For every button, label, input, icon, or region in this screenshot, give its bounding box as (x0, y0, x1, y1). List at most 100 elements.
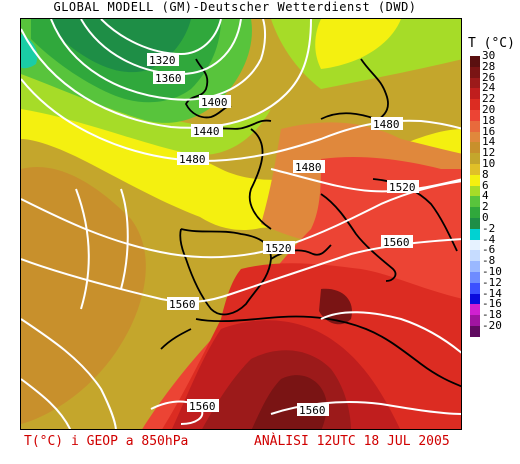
legend-tick-label: 6 (482, 178, 489, 192)
legend-swatch (470, 304, 480, 316)
legend-row: 2 (470, 201, 516, 218)
legend-swatch (470, 88, 480, 100)
legend-row: 30 (470, 50, 516, 67)
legend-row: -12 (470, 276, 516, 294)
contour-inner-west (120, 188, 129, 290)
contour-1480 (21, 78, 461, 163)
legend-tick-label: -8 (482, 254, 496, 268)
legend-row: 14 (470, 136, 516, 154)
legend-row: 4 (470, 190, 516, 208)
legend-row: 6 (470, 179, 516, 197)
legend-tick-label: -2 (482, 221, 496, 235)
legend-row: 22 (470, 93, 516, 110)
legend-swatch (470, 325, 480, 337)
weather-map-canvas: 1320 1360 1400 1440 1480 1480 1480 1520 … (21, 19, 461, 429)
legend-tick-label: 0 (482, 210, 489, 224)
temperature-legend: 30 28 26 24 22 20 18 16 14 12 10 8 6 4 2 0 -2 -4 -6 -8 -10 -1… (470, 50, 516, 337)
legend-tick-label: -18 (482, 308, 502, 322)
contour-label-1520-west: 1520 (265, 242, 292, 255)
coastline-italy (320, 193, 397, 282)
map-variable-caption: T(°C) i GEOP a 850hPa (24, 434, 189, 449)
legend-row: 12 (470, 147, 516, 164)
contour-label-box (153, 71, 185, 84)
legend-swatch (470, 271, 480, 283)
coastlines (160, 58, 461, 388)
legend-tick-label: 30 (482, 49, 496, 62)
contour-label-1480-east: 1480 (373, 118, 400, 131)
legend-swatch (470, 293, 480, 305)
contour-inner-far-west (75, 188, 90, 310)
analysis-time-caption: ANÀLISI 12UTC 18 JUL 2005 (254, 434, 450, 449)
geopotential-contours (21, 19, 461, 429)
coastline-morocco-atlantic (160, 328, 192, 350)
legend-tick-label: -6 (482, 243, 496, 257)
coastline-channel (215, 119, 272, 130)
contour-1600-far-west (21, 378, 72, 429)
legend-tick-label: 28 (482, 59, 496, 73)
contour-label-box (293, 160, 325, 173)
temperature-band-14 (21, 167, 146, 424)
contour-label-1480-central: 1480 (295, 161, 322, 174)
legend-tick-label: 24 (482, 81, 496, 95)
contour-1320 (100, 19, 222, 56)
contour-label-box (191, 124, 223, 137)
legend-swatch (470, 282, 480, 294)
legend-tick-label: 2 (482, 200, 489, 214)
legend-tick-label: 22 (482, 92, 496, 106)
coastline-france-west (248, 128, 272, 230)
legend-swatch (470, 163, 480, 175)
temperature-band-minus2 (21, 34, 38, 69)
contour-label-box (199, 95, 231, 108)
legend-row: 0 (470, 211, 516, 229)
contour-label-box (263, 241, 295, 254)
legend-row: 20 (470, 103, 516, 121)
legend-row: -8 (470, 255, 516, 272)
legend-swatch (470, 109, 480, 121)
map-title: GLOBAL MODELL (GM)-Deutscher Wetterdiens… (53, 0, 417, 14)
legend-swatch (470, 66, 480, 78)
coastline-scandinavia (360, 58, 389, 120)
contour-label-box (147, 53, 179, 66)
legend-row: -18 (470, 309, 516, 326)
legend-row: -14 (470, 287, 516, 305)
legend-tick-label: 12 (482, 146, 496, 160)
legend-swatch (470, 56, 480, 67)
legend-row: 18 (470, 114, 516, 132)
contour-label-1520-east: 1520 (389, 181, 416, 194)
legend-swatch (470, 250, 480, 262)
contour-label-1480-west: 1480 (179, 153, 206, 166)
legend-swatch (470, 261, 480, 272)
contour-label-box (167, 297, 199, 310)
legend-swatch (470, 142, 480, 154)
legend-swatch (470, 153, 480, 164)
legend-row: -6 (470, 244, 516, 262)
legend-swatch (470, 120, 480, 132)
legend-swatch (470, 228, 480, 240)
legend-tick-label: 18 (482, 113, 496, 127)
legend-row: -10 (470, 265, 516, 283)
contour-1600-west (21, 318, 117, 429)
contour-label-1440: 1440 (193, 125, 220, 138)
legend-swatch (470, 239, 480, 251)
legend-tick-label: -20 (482, 318, 502, 332)
legend-swatch (470, 315, 480, 326)
legend-tick-label: 4 (482, 189, 489, 203)
contour-label-box (177, 152, 209, 165)
contour-1560-east (320, 311, 461, 354)
legend-row: 28 (470, 60, 516, 78)
legend-row: 8 (470, 168, 516, 186)
legend-swatch (470, 77, 480, 89)
contour-label-1560-west: 1560 (169, 298, 196, 311)
legend-row: -20 (470, 319, 516, 337)
legend-tick-label: -14 (482, 286, 502, 300)
legend-tick-label: 16 (482, 124, 496, 138)
contour-label-1560-east: 1560 (383, 236, 410, 249)
legend-swatch (470, 131, 480, 143)
legend-swatch (470, 207, 480, 218)
legend-row: -2 (470, 222, 516, 240)
coastline-british-isles (184, 58, 232, 119)
legend-title: T (°C) (468, 36, 515, 51)
legend-tick-label: 10 (482, 156, 496, 170)
legend-tick-label: 8 (482, 167, 489, 181)
contour-label-1560-south: 1560 (299, 404, 326, 417)
